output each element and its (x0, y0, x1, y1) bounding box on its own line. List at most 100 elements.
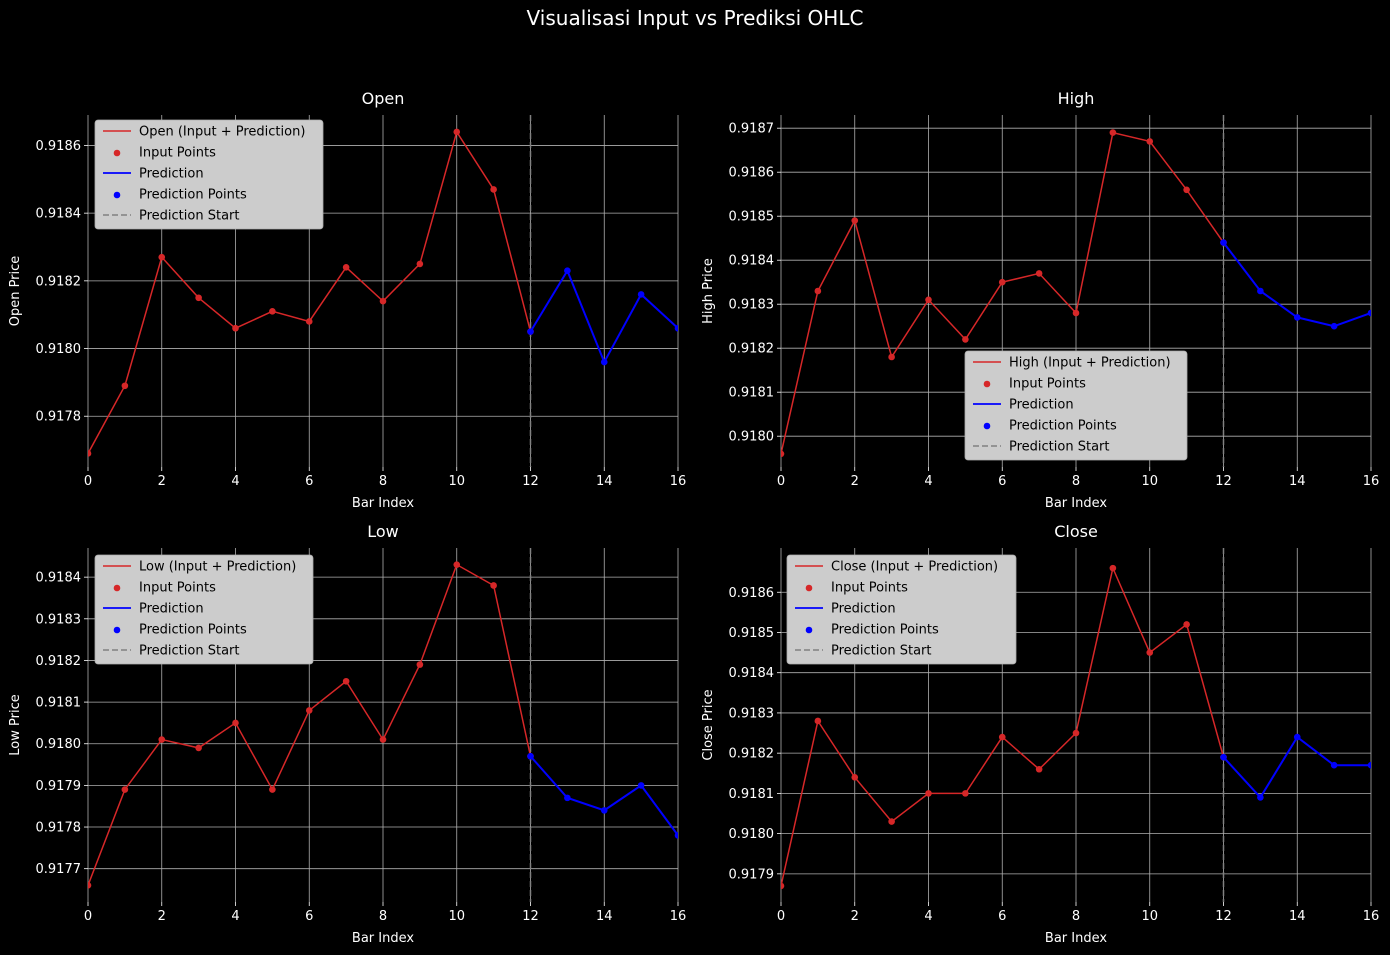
y-axis-label: Close Price (701, 689, 716, 760)
x-tick-label: 6 (305, 909, 313, 924)
legend-entry-label: Prediction (139, 602, 204, 617)
x-tick-label: 8 (379, 474, 387, 489)
input-point (1035, 765, 1043, 773)
y-tick-label: 0.9180 (36, 737, 82, 752)
x-tick-label: 2 (851, 474, 859, 489)
input-point (305, 707, 313, 714)
input-point (453, 128, 461, 136)
x-tick-label: 4 (924, 909, 932, 924)
x-tick-label: 12 (1215, 474, 1232, 489)
legend-swatch-prediction-points (805, 626, 813, 634)
legend: Close (Input + Prediction) Input Points Pr… (786, 554, 1017, 665)
y-axis-label: Low Price (8, 694, 23, 755)
y-tick-label: 0.9181 (36, 696, 82, 711)
input-point (195, 744, 202, 752)
input-point (158, 736, 166, 743)
legend: Open (Input + Prediction) Input Points Pre… (94, 119, 324, 230)
prediction-point (674, 832, 678, 839)
prediction-point (637, 291, 645, 298)
input-point (1035, 270, 1043, 277)
input-point (305, 318, 313, 325)
y-tick-label: 0.9186 (36, 139, 82, 154)
plot-area (781, 548, 1371, 902)
x-tick-label: 14 (596, 474, 613, 489)
y-tick-label: 0.9184 (36, 207, 82, 222)
input-point (851, 773, 859, 781)
y-tick-label: 0.9182 (36, 274, 82, 289)
legend-swatch-input-points (983, 380, 991, 388)
prediction-point (1220, 239, 1227, 246)
y-tick-label: 0.9183 (36, 612, 82, 627)
input-point (1109, 129, 1117, 136)
input-point (195, 294, 202, 302)
legend-swatch-prediction-points (113, 626, 121, 634)
legend-entry-label: Prediction Points (1009, 419, 1117, 434)
x-tick-label: 8 (1072, 474, 1080, 489)
y-tick-label: 0.9184 (729, 254, 775, 269)
prediction-point (527, 752, 534, 760)
y-tick-label: 0.9182 (729, 747, 775, 762)
y-tick-label: 0.9179 (36, 779, 82, 794)
legend-entry-label: Close (Input + Prediction) (831, 560, 998, 575)
legend-entry-label: Low (Input + Prediction) (139, 560, 296, 575)
input-point (925, 296, 932, 304)
input-point (416, 260, 424, 268)
legend-entry-label: Prediction Start (831, 644, 931, 659)
x-tick-label: 10 (448, 474, 465, 489)
legend-entry-label: Prediction Points (831, 623, 939, 638)
prediction-point (1330, 761, 1338, 769)
input-point (962, 336, 969, 343)
legend-entry-label: Input Points (139, 146, 216, 161)
prediction-point (564, 794, 571, 802)
legend-entry-label: Prediction (1009, 398, 1074, 413)
input-point (962, 790, 969, 797)
input-point (490, 186, 497, 193)
prediction-point (527, 328, 534, 335)
y-tick-label: 0.9180 (729, 430, 775, 445)
input-point (121, 382, 129, 390)
input-point (998, 733, 1006, 741)
y-tick-label: 0.9183 (729, 298, 775, 313)
y-tick-label: 0.9181 (729, 787, 775, 802)
input-point (88, 882, 92, 889)
input-point (342, 677, 350, 685)
y-tick-label: 0.9182 (36, 654, 82, 669)
x-tick-label: 14 (1289, 474, 1306, 489)
input-point (1146, 649, 1154, 656)
input-point (851, 217, 859, 224)
legend-swatch-prediction-points (113, 191, 121, 199)
legend-swatch-prediction-points (983, 422, 991, 430)
prediction-point (1293, 733, 1301, 741)
input-point (88, 450, 92, 457)
input-point (1183, 621, 1190, 628)
input-point (232, 324, 239, 332)
prediction-point (637, 782, 645, 789)
y-axis-label: Open Price (8, 256, 23, 327)
input-point (1072, 729, 1080, 737)
x-tick-label: 4 (231, 474, 239, 489)
legend: Low (Input + Prediction) Input Points Pred… (94, 554, 314, 665)
subplot-title: Open (362, 89, 405, 108)
prediction-point (1330, 322, 1338, 330)
x-tick-label: 14 (596, 909, 613, 924)
prediction-point (1220, 753, 1227, 761)
prediction-point (600, 358, 608, 366)
y-axis-label: High Price (701, 258, 716, 324)
input-point (490, 582, 497, 589)
subplot-close: Close 0 2 4 6 8 10 12 14 16 0.9179 0.9180 0.9181 0.91… (701, 522, 1379, 946)
y-tick-label: 0.9185 (729, 626, 775, 641)
subplot-title: Low (367, 522, 399, 541)
legend-entry-label: Prediction Points (139, 188, 247, 203)
legend-swatch-input-points (805, 584, 813, 592)
x-tick-label: 8 (379, 909, 387, 924)
legend-entry-label: Prediction Points (139, 623, 247, 638)
x-tick-label: 12 (522, 909, 539, 924)
legend-swatch-input-points (113, 584, 121, 592)
prediction-point (1257, 287, 1264, 295)
x-axis-label: Bar Index (1045, 931, 1107, 946)
x-tick-label: 16 (1363, 474, 1380, 489)
input-point (269, 786, 276, 793)
legend-entry-label: Prediction Start (139, 644, 239, 659)
legend-swatch-input-points (113, 149, 121, 157)
